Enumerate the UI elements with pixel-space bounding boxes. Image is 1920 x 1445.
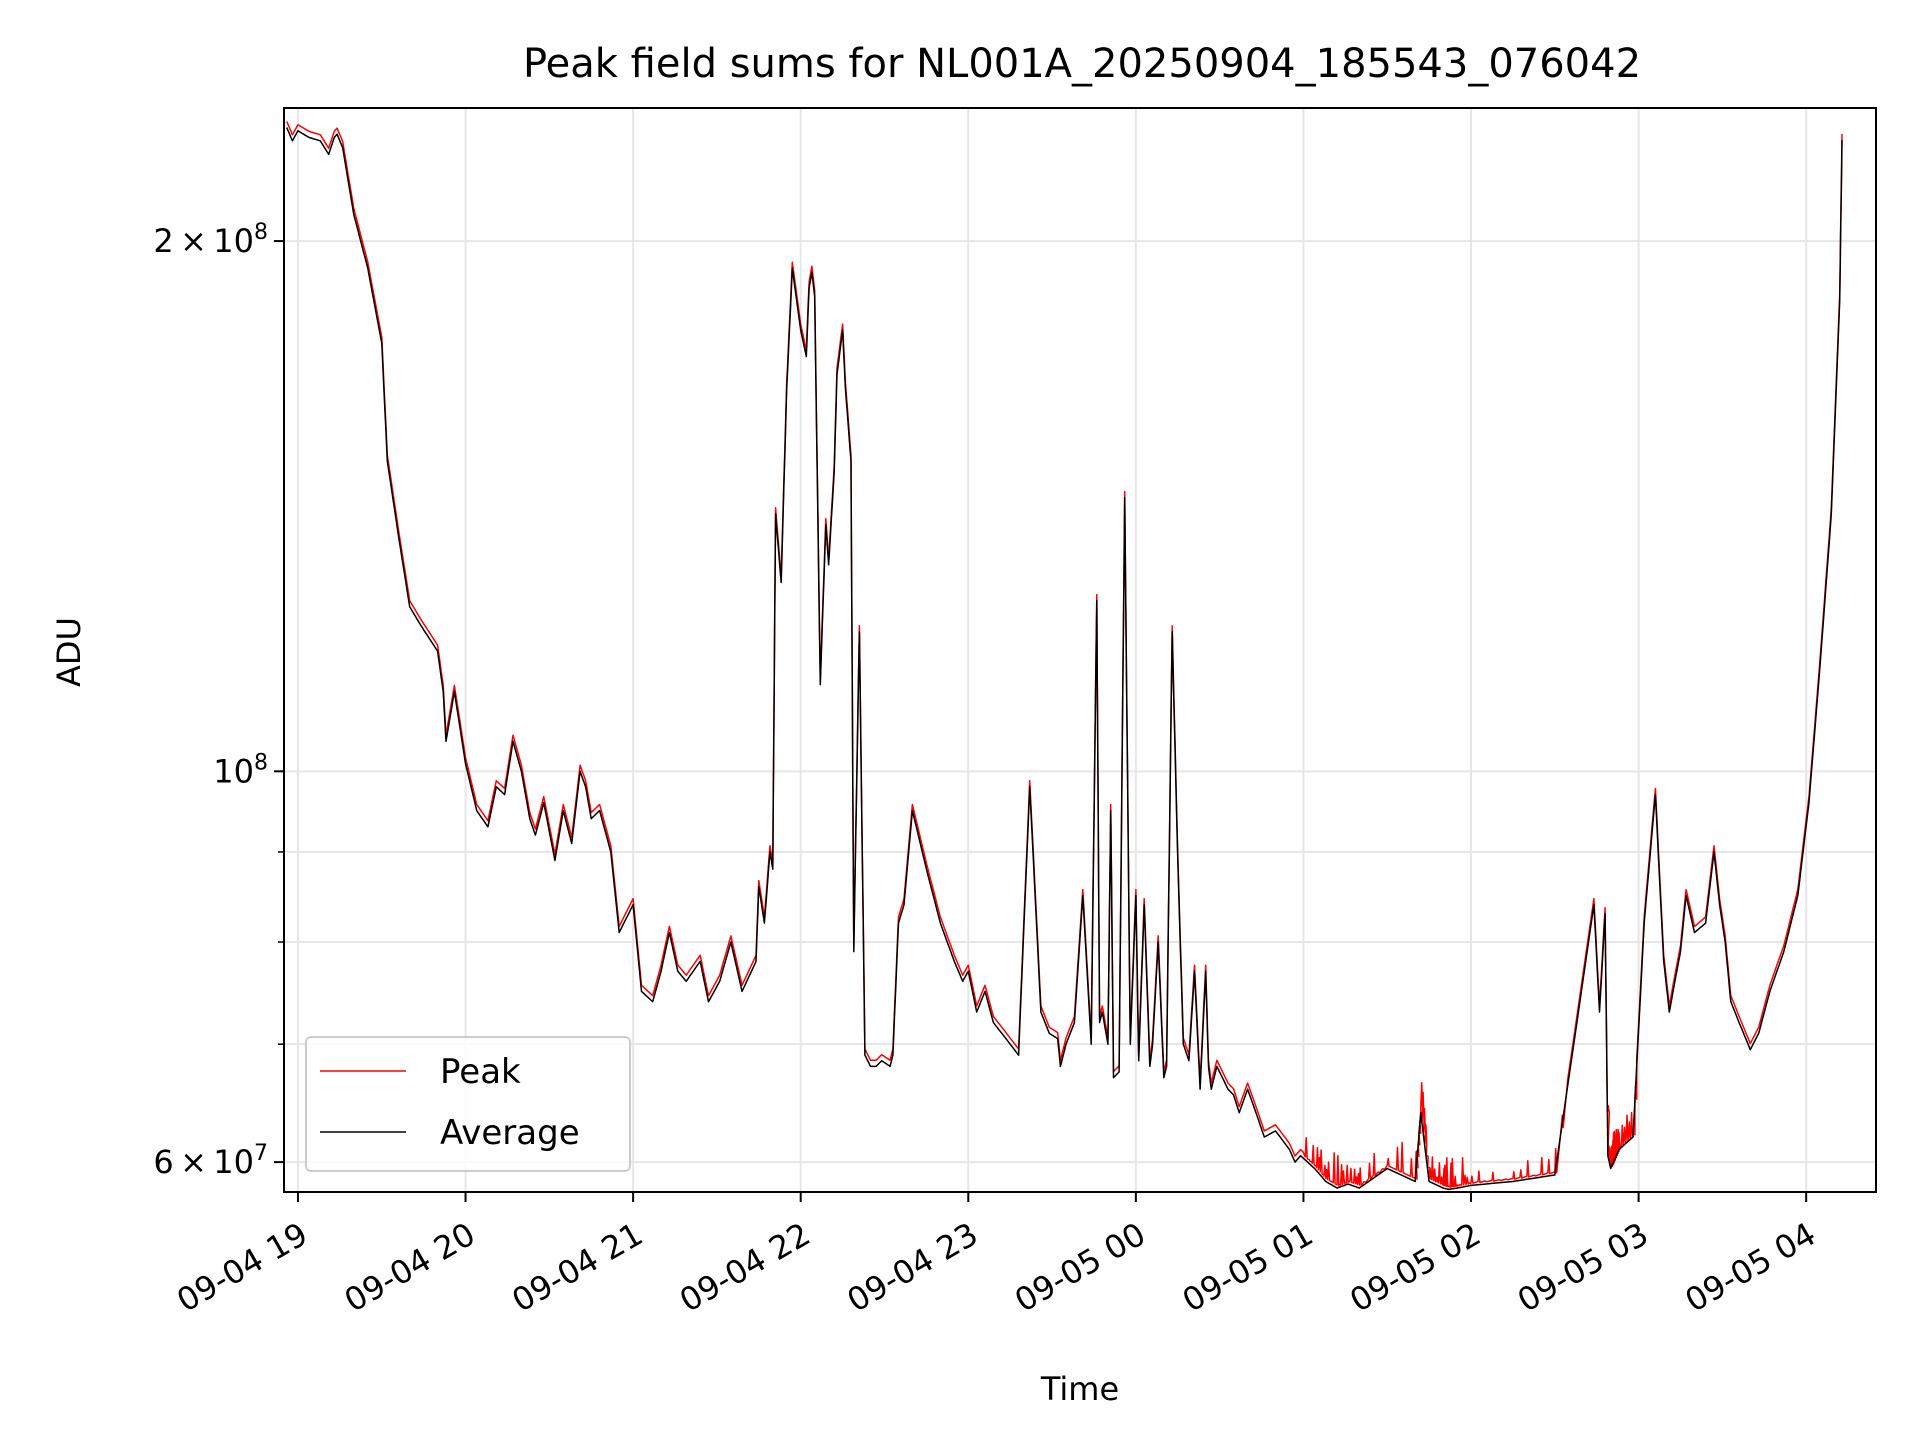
series-line-average <box>286 127 1843 1191</box>
chart-title: Peak field sums for NL001A_20250904_1855… <box>523 41 1641 87</box>
series-layer <box>286 121 1843 1191</box>
y-tick-label: 6 × 107 <box>153 1141 268 1181</box>
legend-peak-label: Peak <box>440 1052 521 1092</box>
plot-frame <box>283 107 1877 1193</box>
y-axis-label: ADU <box>50 617 88 687</box>
y-axis: 6 × 107 108 2 × 108 <box>153 220 284 1181</box>
y-tick-label: 108 <box>213 750 268 790</box>
legend: Peak Average <box>305 1036 631 1172</box>
grid-layer <box>284 108 1876 1192</box>
x-axis-label: Time <box>1040 1370 1119 1408</box>
legend-average-label: Average <box>440 1113 580 1153</box>
y-tick-label: 2 × 108 <box>153 220 268 260</box>
